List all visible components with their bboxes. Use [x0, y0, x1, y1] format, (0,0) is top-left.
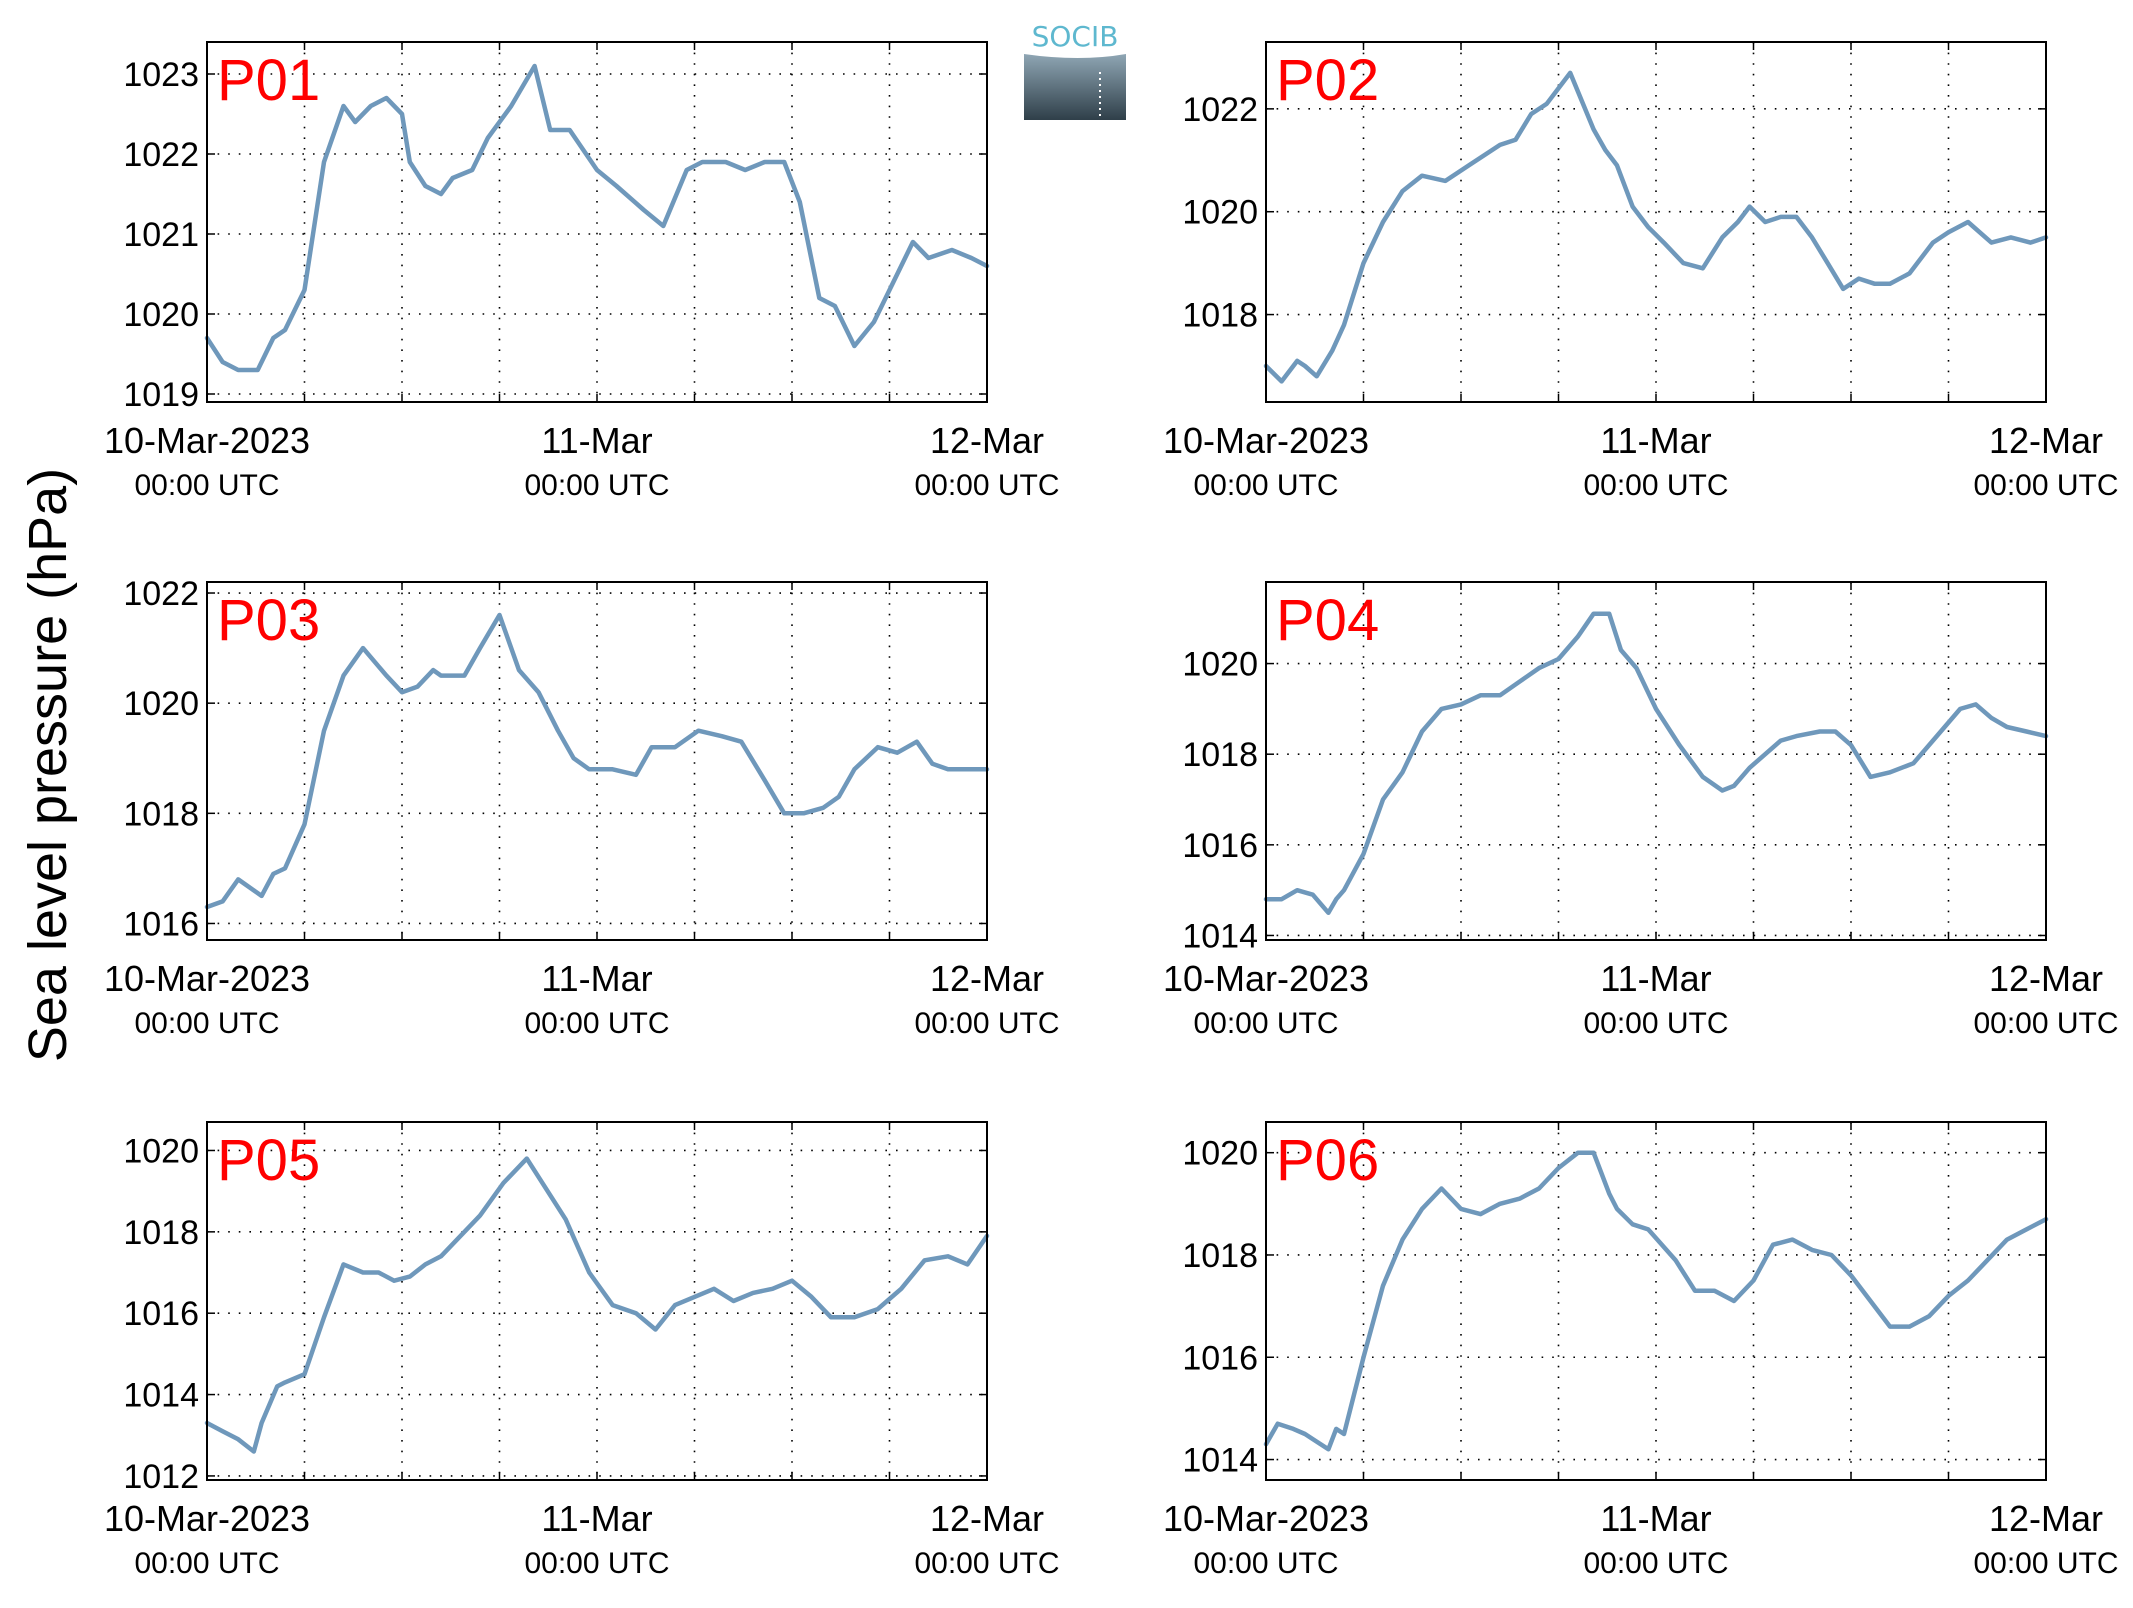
- x-tick-time: 00:00 UTC: [1193, 469, 1338, 502]
- panel-label: P04: [1276, 588, 1379, 653]
- x-tick-date: 11-Mar: [541, 1498, 652, 1539]
- x-tick-time: 00:00 UTC: [524, 1547, 669, 1580]
- plot-frame: [1265, 41, 2047, 403]
- y-tick-label: 1016: [123, 905, 199, 943]
- x-tick-date: 11-Mar: [541, 420, 652, 461]
- panel-p03: 1016 1018 1020 1022 P03 10-Mar-2023 00:00 UTC 1…: [104, 575, 1060, 1040]
- plot-frame: [206, 41, 988, 403]
- x-tick-date: 10-Mar-2023: [1163, 420, 1369, 461]
- x-tick-date: 12-Mar: [1989, 420, 2103, 461]
- x-tick-date: 10-Mar-2023: [104, 420, 310, 461]
- y-tick-label: 1022: [123, 575, 199, 613]
- y-tick-label: 1014: [1182, 917, 1258, 955]
- socib-logo: SOCIB: [1024, 20, 1126, 120]
- series-line-p06: [1263, 1150, 2049, 1452]
- x-tick-time: 00:00 UTC: [134, 1007, 279, 1040]
- x-tick-time: 00:00 UTC: [134, 1547, 279, 1580]
- x-tick-time: 00:00 UTC: [1193, 1547, 1338, 1580]
- x-tick-time: 00:00 UTC: [914, 1547, 1059, 1580]
- plot-frame: [206, 1121, 988, 1481]
- panel-label: P06: [1276, 1128, 1379, 1193]
- y-tick-label: 1020: [1182, 1135, 1258, 1173]
- x-tick-date: 12-Mar: [930, 1498, 1044, 1539]
- x-tick-time: 00:00 UTC: [134, 469, 279, 502]
- y-tick-label: 1020: [1182, 646, 1258, 684]
- x-tick-time: 00:00 UTC: [914, 1007, 1059, 1040]
- x-tick-time: 00:00 UTC: [1193, 1007, 1338, 1040]
- y-tick-label: 1020: [1182, 194, 1258, 232]
- y-tick-label: 1014: [1182, 1442, 1258, 1480]
- panel-p06: 1014 1016 1018 1020 P06 10-Mar-2023 00:00 UTC 1…: [1163, 1121, 2119, 1580]
- x-tick-time: 00:00 UTC: [1583, 1547, 1728, 1580]
- series-line-p04: [1263, 611, 2049, 916]
- y-tick-label: 1018: [1182, 1237, 1258, 1275]
- series-line-p01: [204, 63, 990, 373]
- x-tick-date: 12-Mar: [1989, 1498, 2103, 1539]
- x-tick-time: 00:00 UTC: [524, 469, 669, 502]
- x-tick-time: 00:00 UTC: [524, 1007, 669, 1040]
- x-tick-date: 12-Mar: [1989, 958, 2103, 999]
- x-tick-time: 00:00 UTC: [1973, 469, 2118, 502]
- logo-text: SOCIB: [1032, 20, 1119, 53]
- x-tick-time: 00:00 UTC: [1583, 1007, 1728, 1040]
- y-tick-label: 1012: [123, 1458, 199, 1496]
- series-line-p02: [1263, 70, 2049, 384]
- y-tick-label: 1020: [123, 1132, 199, 1170]
- x-tick-date: 10-Mar-2023: [104, 1498, 310, 1539]
- y-axis-label: Sea level pressure (hPa): [18, 468, 78, 1062]
- x-tick-date: 10-Mar-2023: [104, 958, 310, 999]
- y-tick-label: 1022: [123, 136, 199, 174]
- y-tick-label: 1020: [123, 296, 199, 334]
- y-tick-label: 1016: [1182, 1339, 1258, 1377]
- series-line-p03: [204, 612, 990, 910]
- x-tick-date: 12-Mar: [930, 958, 1044, 999]
- y-tick-label: 1018: [1182, 297, 1258, 335]
- logo-wave-icon: [1024, 54, 1126, 120]
- x-tick-date: 11-Mar: [541, 958, 652, 999]
- x-tick-date: 11-Mar: [1600, 958, 1711, 999]
- panel-label: P01: [217, 48, 320, 113]
- y-tick-label: 1018: [123, 795, 199, 833]
- x-tick-date: 10-Mar-2023: [1163, 1498, 1369, 1539]
- y-tick-label: 1021: [123, 216, 199, 254]
- y-tick-label: 1023: [123, 56, 199, 94]
- panels: 1019 1020 1021 1022 1023 P01 10-Mar-2023 00:00 …: [104, 41, 2119, 1580]
- panel-label: P05: [217, 1128, 320, 1193]
- plot-frame: [1265, 1121, 2047, 1481]
- y-tick-label: 1016: [1182, 827, 1258, 865]
- y-tick-label: 1020: [123, 685, 199, 723]
- y-tick-label: 1022: [1182, 91, 1258, 129]
- x-tick-date: 12-Mar: [930, 420, 1044, 461]
- panel-label: P03: [217, 588, 320, 653]
- y-tick-label: 1018: [123, 1214, 199, 1252]
- y-tick-label: 1018: [1182, 736, 1258, 774]
- x-tick-date: 11-Mar: [1600, 1498, 1711, 1539]
- y-tick-label: 1014: [123, 1377, 199, 1415]
- x-tick-time: 00:00 UTC: [1973, 1547, 2118, 1580]
- x-tick-time: 00:00 UTC: [1583, 469, 1728, 502]
- panel-label: P02: [1276, 48, 1379, 113]
- plot-frame: [206, 581, 988, 941]
- x-tick-time: 00:00 UTC: [914, 469, 1059, 502]
- panel-p04: 1014 1016 1018 1020 P04 10-Mar-2023 00:00 UTC 1…: [1163, 581, 2119, 1040]
- plot-frame: [1265, 581, 2047, 941]
- x-tick-time: 00:00 UTC: [1973, 1007, 2118, 1040]
- y-tick-label: 1016: [123, 1295, 199, 1333]
- y-tick-label: 1019: [123, 376, 199, 414]
- panel-p02: 1018 1020 1022 P02 10-Mar-2023 00:00 UTC 11-Ma…: [1163, 41, 2119, 502]
- series-line-p05: [204, 1156, 990, 1454]
- panel-p01: 1019 1020 1021 1022 1023 P01 10-Mar-2023 00:00 …: [104, 41, 1060, 502]
- panel-p05: 1012 1014 1016 1018 1020 P05 10-Mar-2023 00:00 …: [104, 1121, 1060, 1580]
- x-tick-date: 11-Mar: [1600, 420, 1711, 461]
- x-tick-date: 10-Mar-2023: [1163, 958, 1369, 999]
